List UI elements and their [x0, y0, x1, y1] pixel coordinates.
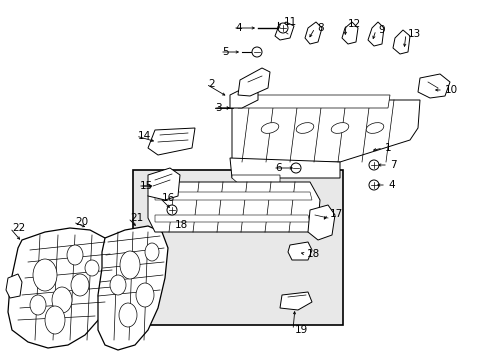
Ellipse shape	[366, 123, 383, 133]
Text: 10: 10	[444, 85, 457, 95]
Ellipse shape	[145, 243, 159, 261]
Text: 3: 3	[215, 103, 221, 113]
Polygon shape	[8, 228, 118, 348]
Ellipse shape	[71, 274, 89, 296]
Polygon shape	[6, 274, 22, 298]
Polygon shape	[231, 175, 280, 190]
Text: 6: 6	[274, 163, 281, 173]
Circle shape	[290, 163, 301, 173]
Polygon shape	[148, 182, 319, 232]
Ellipse shape	[52, 287, 72, 313]
Circle shape	[368, 180, 378, 190]
Text: 12: 12	[347, 19, 361, 29]
Text: 9: 9	[377, 25, 384, 35]
Text: 1: 1	[384, 143, 391, 153]
Polygon shape	[305, 22, 321, 44]
Polygon shape	[238, 95, 389, 108]
Text: 16: 16	[162, 193, 175, 203]
Bar	[133, 170, 342, 325]
Text: 14: 14	[138, 131, 151, 141]
Ellipse shape	[330, 123, 348, 133]
Text: 19: 19	[294, 325, 307, 335]
Text: 21: 21	[130, 213, 143, 223]
Text: 17: 17	[329, 209, 343, 219]
Polygon shape	[287, 242, 311, 260]
Text: 2: 2	[207, 79, 214, 89]
Polygon shape	[274, 22, 293, 40]
Circle shape	[368, 160, 378, 170]
Polygon shape	[155, 192, 311, 200]
Polygon shape	[148, 168, 180, 200]
Ellipse shape	[85, 260, 99, 276]
Text: 5: 5	[222, 47, 228, 57]
Polygon shape	[229, 85, 258, 108]
Ellipse shape	[120, 251, 140, 279]
Circle shape	[251, 47, 262, 57]
Text: 8: 8	[316, 23, 323, 33]
Polygon shape	[231, 100, 419, 162]
Polygon shape	[229, 158, 339, 178]
Text: 4: 4	[235, 23, 241, 33]
Ellipse shape	[136, 283, 154, 307]
Polygon shape	[238, 68, 269, 96]
Text: 18: 18	[175, 220, 188, 230]
Text: 13: 13	[407, 29, 420, 39]
Text: 4: 4	[387, 180, 394, 190]
Ellipse shape	[45, 306, 65, 334]
Circle shape	[278, 23, 287, 33]
Text: 11: 11	[284, 17, 297, 27]
Text: 20: 20	[75, 217, 88, 227]
Ellipse shape	[119, 303, 137, 327]
Polygon shape	[155, 215, 309, 222]
Text: 22: 22	[12, 223, 25, 233]
Polygon shape	[367, 22, 383, 46]
Polygon shape	[148, 128, 195, 155]
Polygon shape	[341, 22, 357, 44]
Ellipse shape	[261, 123, 278, 133]
Text: 7: 7	[389, 160, 396, 170]
Ellipse shape	[67, 245, 83, 265]
Polygon shape	[280, 292, 311, 310]
Polygon shape	[98, 226, 168, 350]
Polygon shape	[392, 30, 409, 54]
Ellipse shape	[33, 259, 57, 291]
Ellipse shape	[110, 275, 126, 295]
Polygon shape	[417, 74, 449, 98]
Ellipse shape	[30, 295, 46, 315]
Ellipse shape	[296, 123, 313, 133]
Text: 15: 15	[140, 181, 153, 191]
Circle shape	[167, 205, 177, 215]
Polygon shape	[307, 205, 334, 240]
Text: 18: 18	[306, 249, 320, 259]
